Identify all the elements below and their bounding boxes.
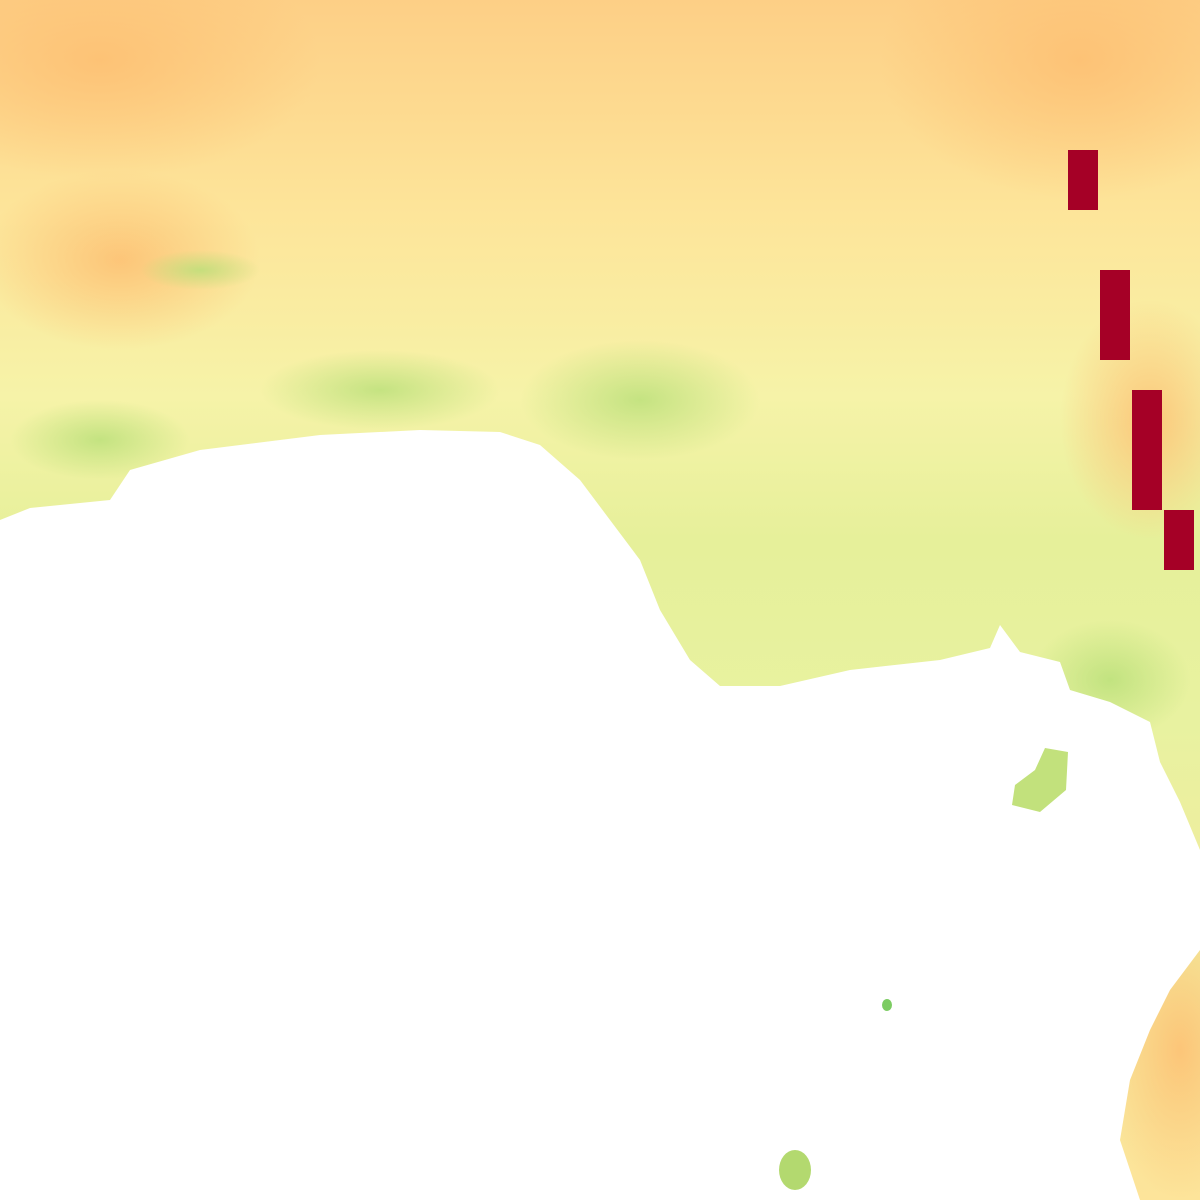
- islands: [779, 748, 1068, 1190]
- island-tiny: [882, 999, 892, 1011]
- highlight-cells: [1068, 150, 1194, 570]
- highlight-cell: [1068, 150, 1098, 210]
- ocean-no-data: [0, 430, 1200, 1200]
- island-large: [1012, 748, 1068, 812]
- highlight-cell: [1132, 390, 1162, 510]
- highlight-cell: [1164, 510, 1194, 570]
- island-small: [779, 1150, 811, 1190]
- highlight-cell: [1100, 270, 1130, 360]
